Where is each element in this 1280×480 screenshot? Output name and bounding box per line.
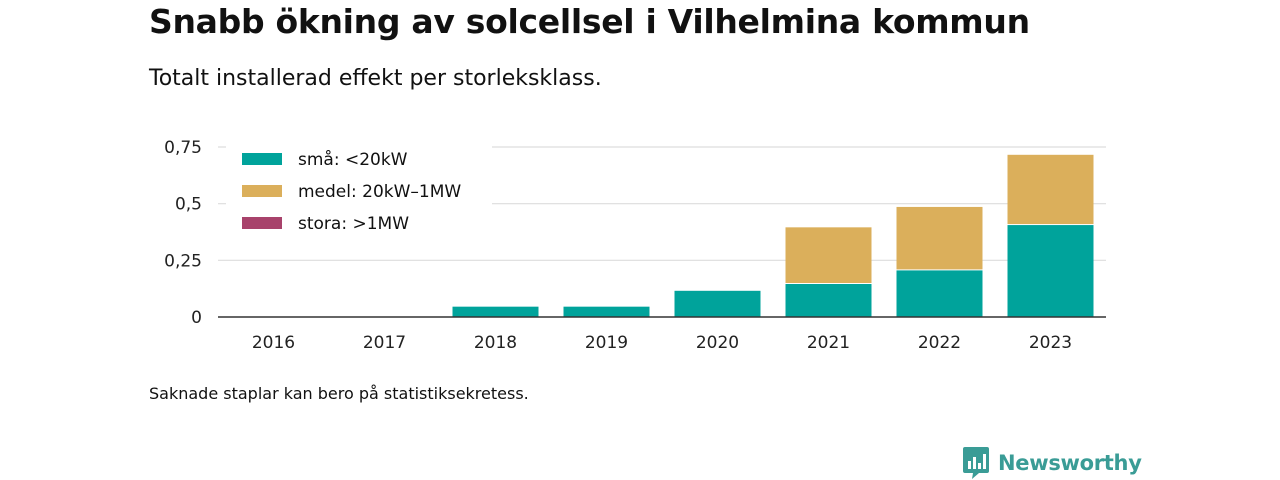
bar-segment xyxy=(452,306,539,317)
bar-segment xyxy=(1007,225,1094,317)
bar-segment xyxy=(563,306,650,317)
y-tick-label: 0,75 xyxy=(164,138,202,158)
brand-name: Newsworthy xyxy=(998,451,1142,475)
legend-label: medel: 20kW–1MW xyxy=(298,182,461,202)
y-tick-label: 0,25 xyxy=(164,251,202,271)
legend-swatch xyxy=(242,217,282,229)
bar-segment xyxy=(785,227,872,283)
axes: 0 0,25 0,5 0,75 2016 2017 2018 2019 2020 2021 2022… xyxy=(164,138,1106,353)
bar-segment xyxy=(896,270,983,317)
legend: små: <20kW medel: 20kW–1MW stora: >1MW xyxy=(226,144,492,240)
legend-label: små: <20kW xyxy=(298,149,408,170)
bar-chart-logo-icon xyxy=(963,447,989,479)
bar-segment xyxy=(674,290,761,317)
bar-segment xyxy=(785,284,872,317)
x-tick-label: 2021 xyxy=(807,333,850,353)
x-tick-label: 2020 xyxy=(696,333,739,353)
x-tick-label: 2016 xyxy=(252,333,295,353)
x-tick-label: 2018 xyxy=(474,333,517,353)
x-tick-label: 2023 xyxy=(1029,333,1072,353)
x-tick-label: 2019 xyxy=(585,333,628,353)
y-tick-label: 0 xyxy=(191,308,202,328)
y-tick-label: 0,5 xyxy=(175,195,202,215)
brand-logo: Newsworthy xyxy=(962,446,1142,480)
bars xyxy=(452,154,1094,317)
legend-swatch xyxy=(242,153,282,165)
legend-swatch xyxy=(242,185,282,197)
x-tick-label: 2022 xyxy=(918,333,961,353)
footnote: Saknade staplar kan bero på statistiksek… xyxy=(149,384,529,403)
bar-segment xyxy=(896,206,983,270)
legend-label: stora: >1MW xyxy=(298,214,409,234)
x-tick-label: 2017 xyxy=(363,333,406,353)
stacked-bar-chart: 0 0,25 0,5 0,75 2016 2017 2018 2019 2020 2021 2022… xyxy=(164,138,1106,353)
chart-subtitle: Totalt installerad effekt per storlekskl… xyxy=(149,66,602,91)
bar-segment xyxy=(1007,154,1094,225)
chart-title: Snabb ökning av solcellsel i Vilhelmina … xyxy=(149,2,1030,41)
